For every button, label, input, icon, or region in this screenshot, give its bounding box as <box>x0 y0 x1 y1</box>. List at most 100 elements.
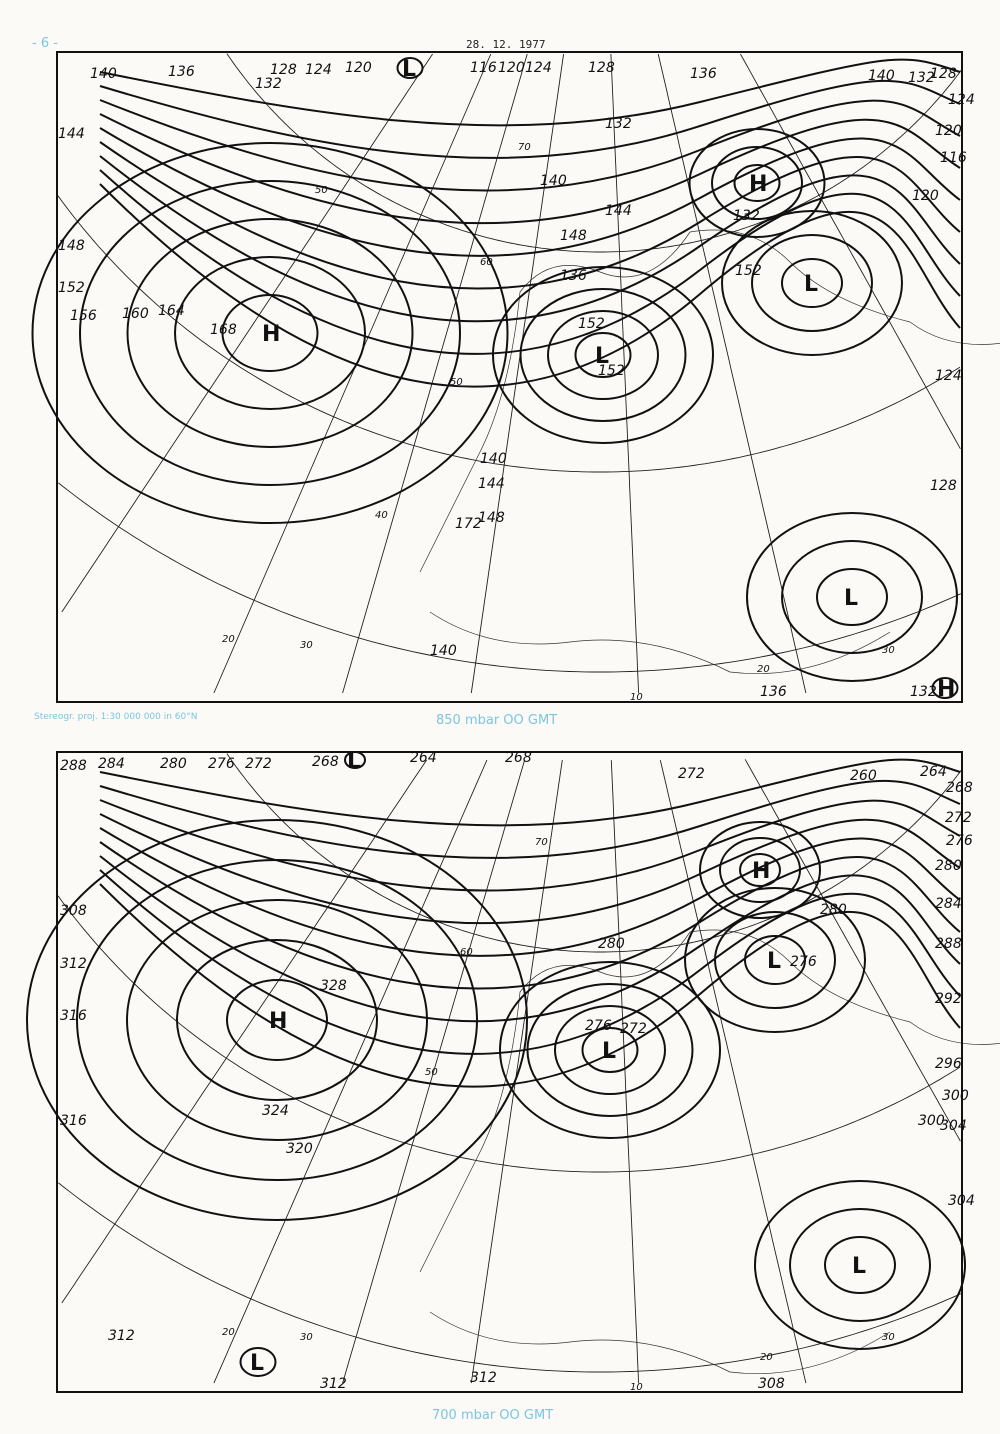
contour-line <box>99 758 961 827</box>
meridian-line <box>213 53 492 694</box>
contour-line <box>99 79 961 159</box>
contour-line <box>699 821 821 919</box>
contour-label: 120 <box>345 60 372 76</box>
contour-line <box>26 819 528 1221</box>
contour-label: 128 <box>930 478 957 494</box>
contour-label: 132 <box>605 116 632 132</box>
contour-line <box>99 827 961 957</box>
pressure-center-L: L <box>804 272 818 297</box>
contour-line <box>99 127 961 257</box>
contour-line <box>99 99 961 192</box>
grid-label: 70 <box>535 837 548 848</box>
pressure-center-L: L <box>595 344 609 369</box>
contour-label: 292 <box>935 991 962 1007</box>
contour-line <box>226 979 328 1061</box>
grid-label: 20 <box>222 1327 235 1338</box>
pressure-center-L: L <box>602 1039 616 1064</box>
contour-label: 152 <box>58 280 85 296</box>
contour-line <box>176 939 378 1101</box>
contour-label: 136 <box>560 268 587 284</box>
contour-label: 152 <box>598 363 625 379</box>
map-date: 28. 12. 1977 <box>466 38 546 51</box>
contour-line <box>789 1208 931 1322</box>
page-number: - 6 - <box>32 36 58 51</box>
contour-label: 296 <box>935 1056 962 1072</box>
contour-label: 272 <box>945 810 972 826</box>
contour-line <box>31 142 509 524</box>
contour-line <box>99 58 961 127</box>
contour-line <box>931 677 959 699</box>
meridian-line <box>213 759 488 1384</box>
contour-label: 148 <box>478 510 505 526</box>
contour-line <box>126 218 414 448</box>
map-frame-group <box>31 53 1000 699</box>
grid-label: 30 <box>300 1332 313 1343</box>
contour-line <box>751 234 873 332</box>
contour-label: 284 <box>935 896 962 912</box>
contour-label: 144 <box>58 126 85 142</box>
contour-line <box>739 853 781 887</box>
contour-label: 280 <box>935 858 962 874</box>
contour-label: 272 <box>620 1021 647 1037</box>
contour-label: 276 <box>585 1018 612 1034</box>
meridian-line <box>657 53 807 694</box>
contour-line <box>499 961 721 1139</box>
contour-label: 160 <box>122 306 149 322</box>
contour-label: 140 <box>480 451 507 467</box>
contour-line <box>581 1027 639 1073</box>
contour-label: 136 <box>168 64 195 80</box>
contour-label: 140 <box>430 643 457 659</box>
contour-label: 300 <box>942 1088 969 1104</box>
contour-line <box>547 310 659 400</box>
latitude-circle <box>58 1182 961 1373</box>
contour-line <box>824 1236 896 1294</box>
contour-line <box>574 332 632 378</box>
contour-label: 120 <box>912 188 939 204</box>
pressure-center-L: L <box>844 586 858 611</box>
pressure-center-H: H <box>937 677 955 702</box>
contour-label: 152 <box>735 263 762 279</box>
grid-label: 10 <box>630 1382 643 1393</box>
map-caption-700: 700 mbar OO GMT <box>432 1408 554 1423</box>
pressure-center-H: H <box>752 859 770 884</box>
contour-label: 116 <box>940 150 967 166</box>
latitude-circle <box>57 195 961 473</box>
contour-label: 132 <box>255 76 282 92</box>
map-border <box>56 751 963 1393</box>
contour-label: 280 <box>160 756 187 772</box>
latitude-circle <box>57 895 961 1173</box>
grid-label: 50 <box>425 1067 438 1078</box>
contour-line <box>79 180 461 486</box>
contour-label: 268 <box>505 750 532 766</box>
contour-line <box>519 288 687 422</box>
contour-label: 124 <box>305 62 332 78</box>
contour-line <box>781 540 923 654</box>
contour-label: 168 <box>210 322 237 338</box>
grid-label: 50 <box>315 185 328 196</box>
contour-label: 312 <box>320 1376 347 1392</box>
contour-label: 324 <box>262 1103 289 1119</box>
contour-line <box>816 568 888 626</box>
contour-line <box>99 799 961 892</box>
contour-line <box>99 869 961 1055</box>
contour-label: 116 <box>470 60 497 76</box>
projection-note: Stereogr. proj. 1:30 000 000 in 60°N <box>34 712 198 722</box>
meridian-line <box>61 53 433 613</box>
grid-label: 60 <box>480 257 493 268</box>
grid-label: 30 <box>882 645 895 656</box>
contour-label: 272 <box>245 756 272 772</box>
contour-label: 260 <box>850 768 877 784</box>
contour-label: 124 <box>935 368 962 384</box>
contour-label: 136 <box>760 684 787 700</box>
contour-label: 308 <box>60 903 87 919</box>
contour-label: 276 <box>208 756 235 772</box>
contour-label: 316 <box>60 1113 87 1129</box>
contour-label: 136 <box>690 66 717 82</box>
map-frame-group <box>26 751 1000 1384</box>
contour-line <box>554 1005 666 1095</box>
contour-label: 124 <box>948 92 975 108</box>
contour-label: 304 <box>940 1118 967 1134</box>
contour-label: 288 <box>935 936 962 952</box>
meridian-line <box>342 53 528 694</box>
contour-line <box>174 256 366 410</box>
